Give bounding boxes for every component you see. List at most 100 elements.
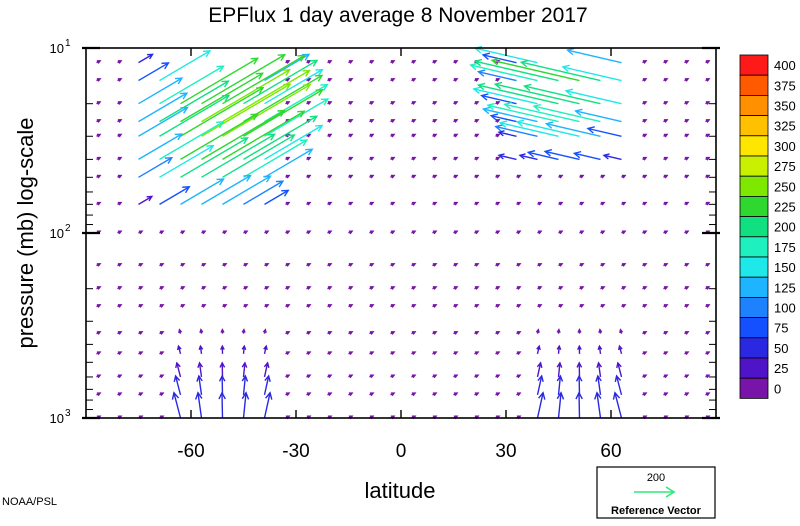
vector-arrow bbox=[307, 231, 311, 234]
vector-arrow bbox=[202, 287, 206, 290]
vector-arrow bbox=[97, 375, 101, 378]
vector-arrow bbox=[664, 287, 668, 290]
vector-arrow bbox=[706, 102, 710, 105]
vector-arrow bbox=[349, 203, 353, 206]
vector-arrow bbox=[496, 352, 500, 355]
vector-arrow bbox=[433, 332, 437, 335]
vector-arrow bbox=[160, 332, 164, 335]
vector-arrow bbox=[496, 393, 500, 396]
vector-arrow bbox=[139, 54, 153, 62]
vector-arrow bbox=[202, 231, 206, 234]
colorbar-label: 50 bbox=[774, 341, 788, 356]
colorbar-label: 150 bbox=[774, 260, 796, 275]
vector-arrow bbox=[264, 346, 267, 354]
vector-arrow bbox=[454, 79, 458, 82]
colorbar-swatch bbox=[740, 318, 768, 338]
vector-arrow bbox=[454, 393, 458, 396]
vector-arrow bbox=[433, 79, 437, 82]
vector-arrow bbox=[601, 264, 605, 267]
vector-arrow bbox=[580, 287, 584, 290]
vector-arrow bbox=[349, 175, 353, 178]
vector-arrow bbox=[202, 305, 206, 308]
colorbar-label: 225 bbox=[774, 200, 796, 215]
vector-arrow bbox=[97, 158, 101, 161]
vector-arrow bbox=[664, 120, 668, 123]
vector-arrow bbox=[244, 264, 248, 267]
vector-arrow bbox=[706, 61, 710, 64]
vector-arrow bbox=[499, 131, 517, 136]
colorbar-label: 375 bbox=[774, 78, 796, 93]
vector-arrow bbox=[328, 264, 332, 267]
vector-arrow bbox=[118, 352, 122, 355]
vector-arrow bbox=[181, 305, 185, 308]
vector-arrow bbox=[349, 231, 353, 234]
vector-arrow bbox=[370, 203, 374, 206]
vector-arrow bbox=[196, 393, 202, 418]
x-tick-label: 30 bbox=[495, 441, 516, 462]
vector-arrow bbox=[391, 203, 395, 206]
vector-arrow bbox=[370, 175, 374, 178]
vector-arrow bbox=[643, 231, 647, 234]
vector-arrow bbox=[664, 393, 668, 396]
vector-arrow bbox=[118, 305, 122, 308]
vector-arrow bbox=[433, 287, 437, 290]
colorbar-swatch bbox=[740, 176, 768, 196]
vector-arrow bbox=[685, 264, 689, 267]
colorbar-swatch bbox=[740, 136, 768, 156]
vector-arrow bbox=[97, 352, 101, 355]
vector-arrow bbox=[242, 363, 247, 377]
vector-arrow bbox=[643, 61, 647, 64]
vector-arrow bbox=[118, 61, 122, 64]
vector-arrow bbox=[685, 134, 689, 137]
vector-arrow bbox=[706, 305, 710, 308]
vector-arrow bbox=[412, 352, 416, 355]
vector-arrow bbox=[97, 134, 101, 137]
vector-arrow bbox=[601, 175, 605, 178]
vector-arrow bbox=[454, 287, 458, 290]
vector-arrow bbox=[181, 138, 248, 177]
vector-arrow bbox=[223, 287, 227, 290]
vector-arrow bbox=[391, 134, 395, 137]
vector-arrow bbox=[454, 231, 458, 234]
vector-arrow bbox=[599, 330, 602, 334]
x-tick-label: -30 bbox=[282, 441, 309, 462]
vector-arrow bbox=[517, 203, 521, 206]
colorbar-swatch bbox=[740, 116, 768, 136]
vector-arrow bbox=[286, 231, 290, 234]
vector-arrow bbox=[433, 264, 437, 267]
vector-arrow bbox=[307, 203, 311, 206]
vector-arrow bbox=[118, 287, 122, 290]
vector-arrow bbox=[622, 287, 626, 290]
vector-arrow bbox=[685, 158, 689, 161]
vector-arrow bbox=[181, 287, 185, 290]
vector-arrow bbox=[181, 88, 264, 137]
vector-arrow bbox=[391, 120, 395, 123]
vector-arrow bbox=[412, 102, 416, 105]
vector-arrow bbox=[475, 264, 479, 267]
vector-arrow bbox=[242, 346, 246, 354]
vector-arrow bbox=[706, 287, 710, 290]
vector-arrow bbox=[264, 363, 269, 377]
vector-arrow bbox=[664, 231, 668, 234]
vector-arrow bbox=[370, 352, 374, 355]
vector-arrow bbox=[538, 287, 542, 290]
vector-arrow bbox=[349, 134, 353, 137]
vector-arrow bbox=[118, 102, 122, 105]
vector-arrow bbox=[580, 264, 584, 267]
vector-arrow bbox=[538, 376, 544, 395]
vector-arrow bbox=[139, 305, 143, 308]
vector-arrow bbox=[242, 376, 247, 395]
vector-arrow bbox=[200, 330, 203, 334]
vector-arrow bbox=[139, 287, 143, 290]
vector-arrow bbox=[598, 346, 602, 354]
vector-arrow bbox=[391, 102, 395, 105]
vector-arrow bbox=[496, 264, 500, 267]
vector-arrow bbox=[286, 393, 290, 396]
vector-arrow bbox=[412, 332, 416, 335]
vector-arrow bbox=[580, 175, 584, 178]
vector-arrow bbox=[181, 73, 263, 121]
vector-arrow bbox=[475, 332, 479, 335]
vector-arrow bbox=[664, 175, 668, 178]
vector-arrow bbox=[307, 61, 311, 64]
vector-arrow bbox=[139, 264, 143, 267]
